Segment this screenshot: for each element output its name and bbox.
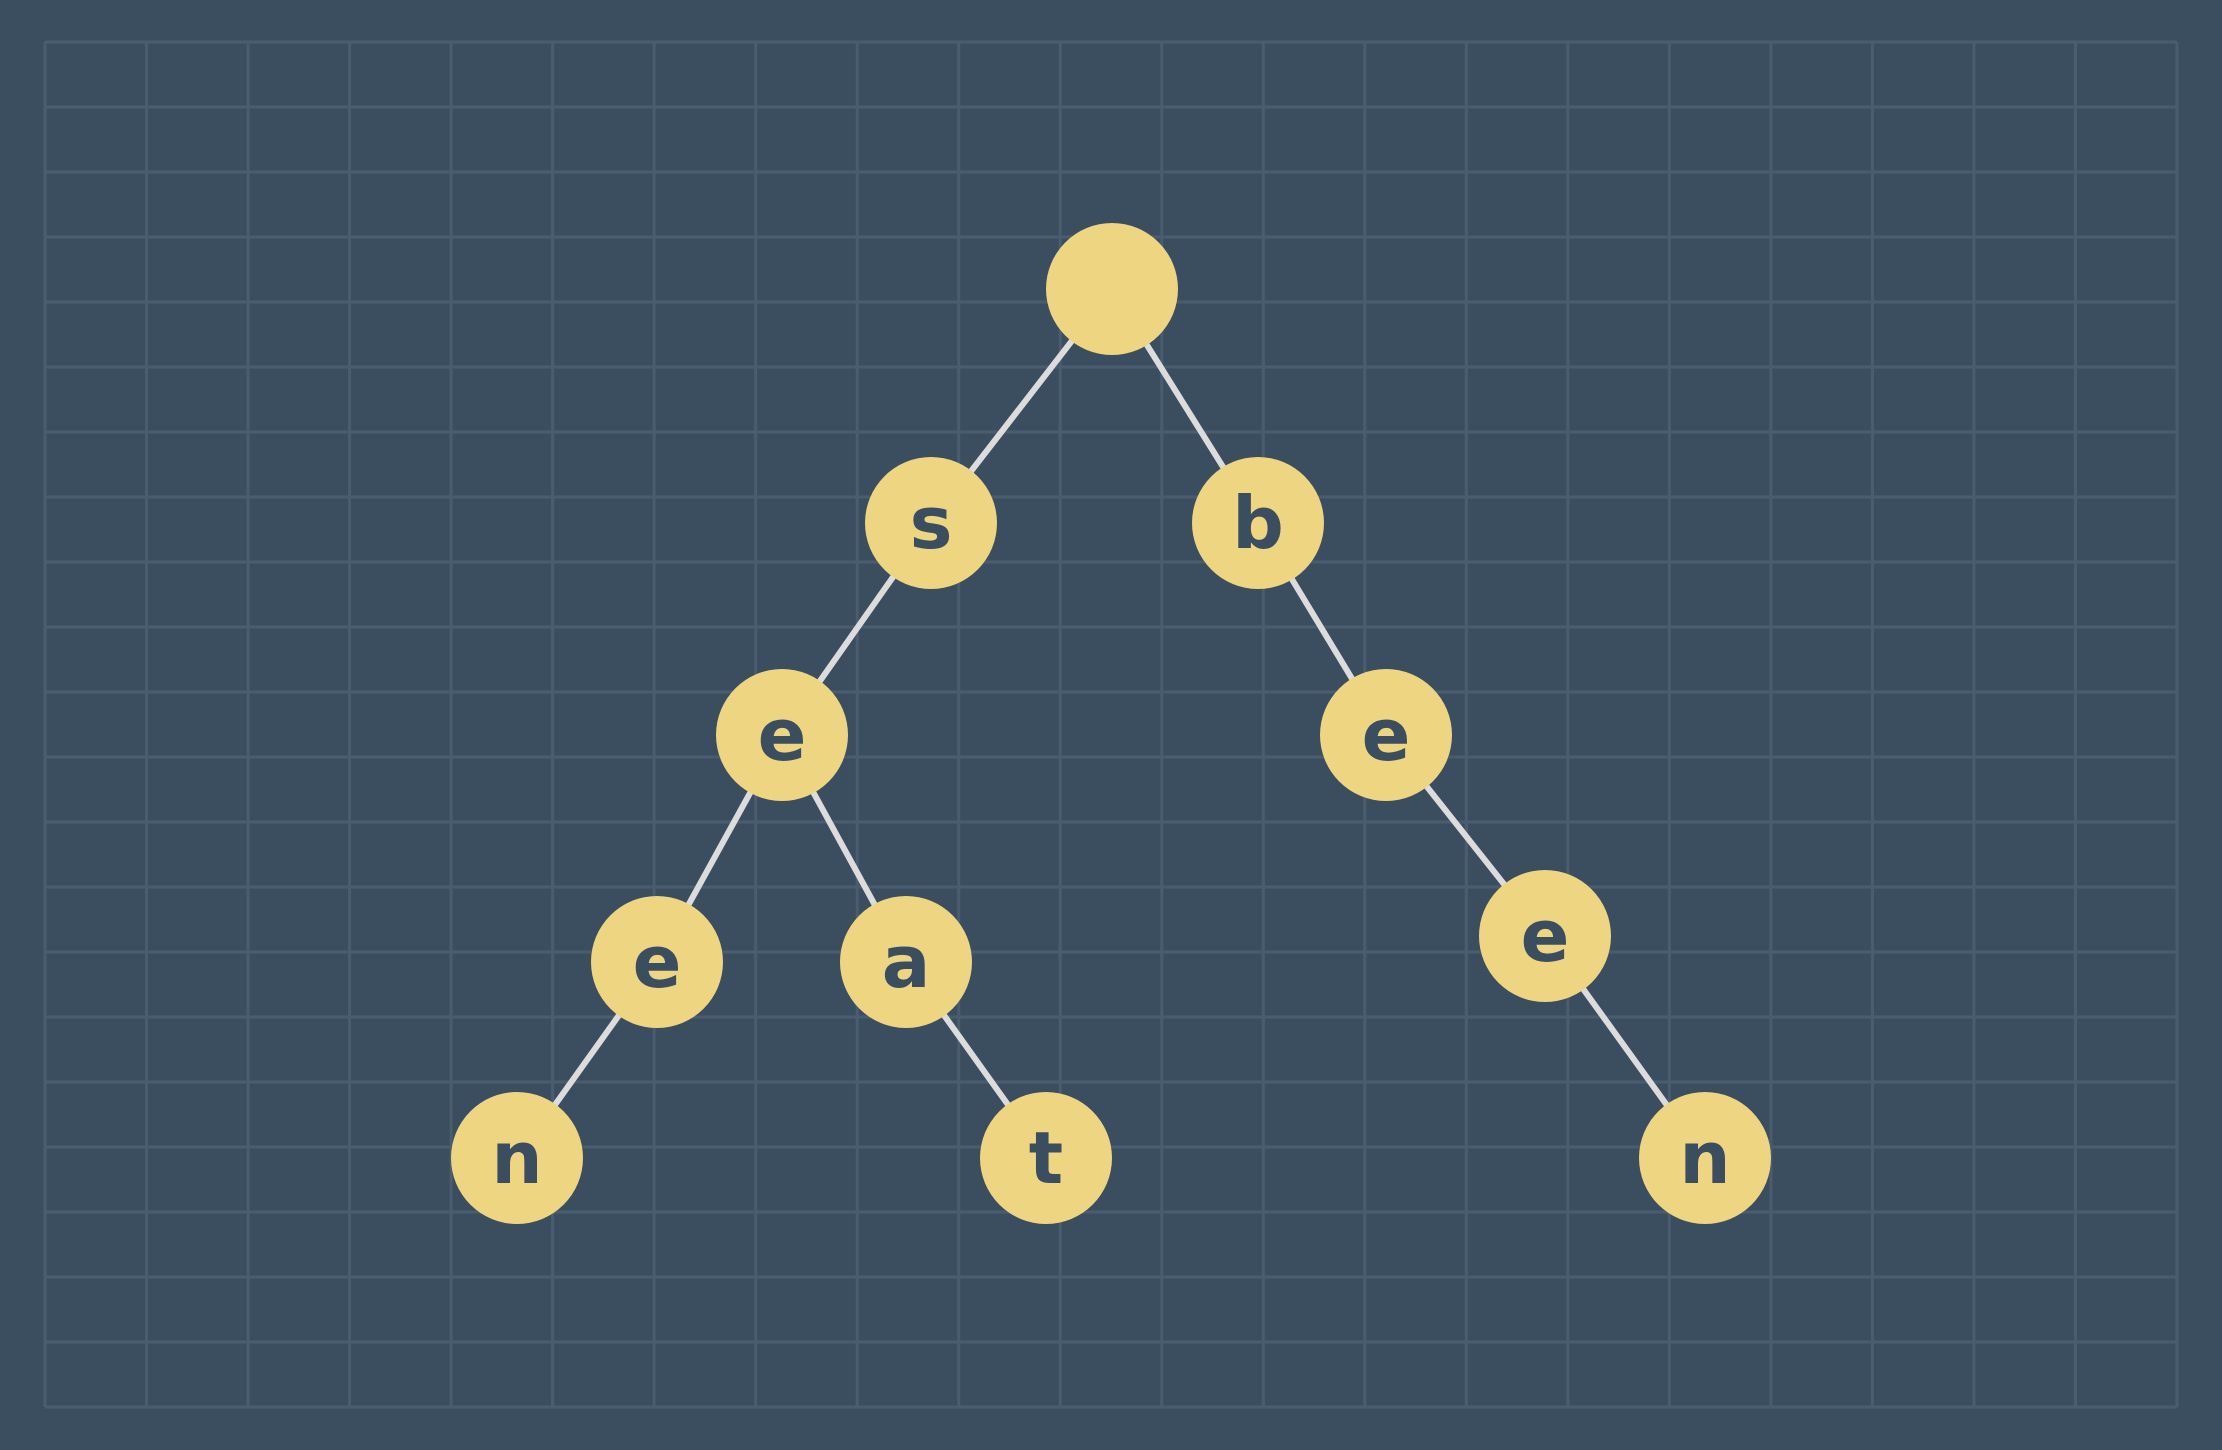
node-label: e xyxy=(633,920,682,1004)
node-label: e xyxy=(758,693,807,777)
node-circle xyxy=(591,896,723,1028)
node-circle xyxy=(980,1092,1112,1224)
node-circle xyxy=(451,1092,583,1224)
node-seat: t xyxy=(980,1092,1112,1224)
node-circle xyxy=(716,669,848,801)
nodes: s b e e e a e n t n xyxy=(451,223,1771,1224)
node-label: n xyxy=(1679,1116,1730,1200)
node-seen: n xyxy=(451,1092,583,1224)
node-label: a xyxy=(882,920,931,1004)
node-been: n xyxy=(1639,1092,1771,1224)
node-circle xyxy=(840,896,972,1028)
node-circle xyxy=(1639,1092,1771,1224)
node-b: b xyxy=(1192,457,1324,589)
node-sea: a xyxy=(840,896,972,1028)
node-circle xyxy=(1192,457,1324,589)
node-bee: e xyxy=(1479,870,1611,1002)
node-be: e xyxy=(1320,669,1452,801)
node-circle xyxy=(1320,669,1452,801)
node-se: e xyxy=(716,669,848,801)
node-see: e xyxy=(591,896,723,1028)
node-label: n xyxy=(491,1116,542,1200)
node-root xyxy=(1046,223,1178,355)
node-label: b xyxy=(1232,481,1284,565)
node-label: t xyxy=(1029,1116,1063,1200)
node-s: s xyxy=(865,457,997,589)
node-label: s xyxy=(910,481,953,565)
node-circle xyxy=(1046,223,1178,355)
node-circle xyxy=(1479,870,1611,1002)
node-label: e xyxy=(1521,894,1570,978)
node-circle xyxy=(865,457,997,589)
node-label: e xyxy=(1362,693,1411,777)
